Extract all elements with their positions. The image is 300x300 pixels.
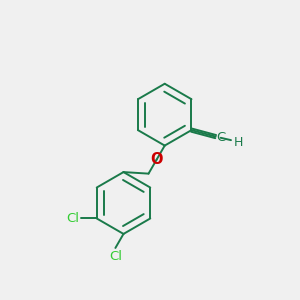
Text: C: C [216,131,226,144]
Text: O: O [150,152,163,167]
Text: Cl: Cl [66,212,79,225]
Text: Cl: Cl [109,250,122,263]
Text: H: H [234,136,243,149]
